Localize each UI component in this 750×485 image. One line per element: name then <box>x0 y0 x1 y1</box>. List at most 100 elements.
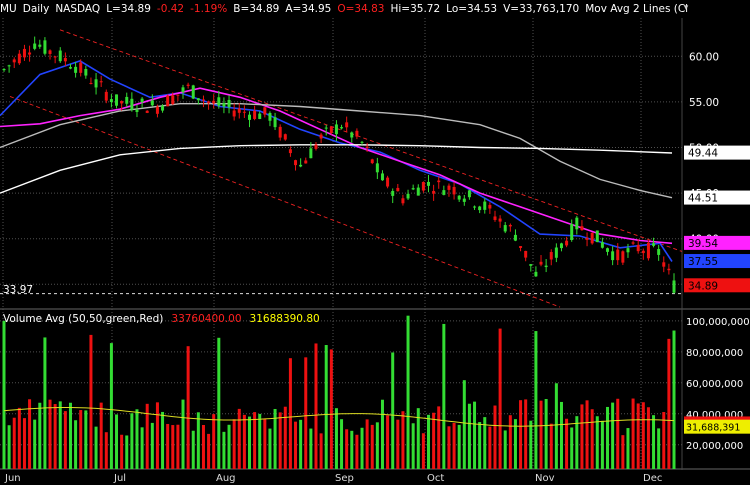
grid-lines <box>0 18 750 470</box>
open-value: O=34.83 <box>337 3 385 15</box>
volume-bar <box>652 415 656 469</box>
chevron-down-icon[interactable]: ▾ <box>683 3 689 13</box>
candle-body <box>508 224 512 227</box>
volume-bar <box>636 403 640 469</box>
volume-bar <box>48 399 52 469</box>
volume-bar <box>201 424 205 469</box>
volume-bar <box>365 419 369 469</box>
candle-body <box>176 94 180 96</box>
volume-bar <box>17 407 21 469</box>
volume-bar <box>278 412 282 469</box>
candle-body <box>232 110 236 117</box>
volume-bar <box>534 331 538 469</box>
volume-bar <box>559 401 563 469</box>
candle-body <box>222 103 226 107</box>
candle-body <box>616 249 620 261</box>
symbol-label[interactable]: MU <box>0 3 17 15</box>
candle-body <box>299 164 303 167</box>
candle-body <box>478 206 482 211</box>
volume-bar <box>345 429 349 469</box>
volume-bar <box>524 399 528 469</box>
volume-bar <box>416 408 420 469</box>
volume-bar <box>22 418 26 469</box>
candle-body <box>130 98 134 110</box>
candle-body <box>467 190 471 198</box>
volume-bar <box>12 417 16 469</box>
volume-study-label[interactable]: Volume Avg (50,50,green,Red) <box>3 313 164 325</box>
candle-body <box>554 247 558 258</box>
candle-body <box>283 134 287 140</box>
volume-bar <box>340 419 344 469</box>
candle-body <box>48 50 52 54</box>
volume-bar <box>253 412 257 469</box>
volume-bar <box>28 399 32 469</box>
volume-bar <box>135 409 139 469</box>
volume-bar <box>575 416 579 469</box>
candle-body <box>483 201 487 210</box>
candle-body <box>391 190 395 196</box>
candle-body <box>657 249 661 255</box>
volume-bar <box>544 399 548 469</box>
candle-body <box>196 98 200 101</box>
candle-body <box>263 107 267 115</box>
candle-body <box>68 67 72 69</box>
volume-average: 31688390.80 <box>249 313 320 325</box>
volume-bar <box>263 418 267 469</box>
volume-bar <box>58 401 62 469</box>
price-flag-label: 44.51 <box>688 193 718 205</box>
high-value: Hi=35.72 <box>390 3 441 15</box>
volume-bar <box>467 403 471 469</box>
candle-body <box>432 190 436 194</box>
volume-bar <box>99 402 103 469</box>
candle-body <box>641 250 645 254</box>
ma20-line <box>0 60 673 262</box>
volume-bar <box>115 414 119 469</box>
volume-bar <box>442 323 446 469</box>
candle-body <box>324 127 328 129</box>
volume-bar <box>38 402 42 469</box>
volume-bar <box>242 414 246 469</box>
volume-bar <box>508 415 512 469</box>
volume-bar <box>657 428 661 469</box>
candle-body <box>294 160 298 166</box>
candle-body <box>79 62 83 73</box>
volume-bar <box>580 404 584 469</box>
volume-bar <box>554 383 558 469</box>
candle-body <box>109 99 113 103</box>
volume-bar <box>595 416 599 469</box>
candle-body <box>217 97 221 106</box>
price-flag <box>684 145 750 160</box>
volume-value: V=33,763,170 <box>503 3 580 15</box>
candle-body <box>237 108 241 113</box>
volume-bar <box>350 430 354 469</box>
candle-body <box>473 206 477 208</box>
price-candles <box>2 36 676 294</box>
candle-body <box>345 122 349 128</box>
volume-bar <box>186 346 190 469</box>
candle-body <box>600 242 604 248</box>
volume-bar <box>427 414 431 469</box>
candle-body <box>662 262 666 267</box>
study-label[interactable]: Mov Avg 2 Lines (Close,20, ... <box>585 3 688 15</box>
volume-bar <box>355 434 359 469</box>
candle-body <box>396 187 400 192</box>
candle-body <box>145 110 149 113</box>
candle-body <box>355 130 359 137</box>
volume-bar <box>616 398 620 469</box>
volume-bar <box>176 424 180 469</box>
candle-body <box>207 101 211 104</box>
last-price: L=34.89 <box>106 3 151 15</box>
volume-bar <box>53 404 57 469</box>
trend-channel <box>9 29 683 308</box>
candle-body <box>595 230 599 243</box>
candle-body <box>253 110 257 119</box>
candle-body <box>667 268 671 271</box>
volume-bar <box>626 428 630 469</box>
candle-body <box>452 186 456 195</box>
candle-body <box>411 188 415 190</box>
price-tick-label: 55.00 <box>689 97 719 109</box>
volume-bar <box>109 343 113 469</box>
volume-bar <box>621 435 625 469</box>
volume-bar <box>585 400 589 469</box>
